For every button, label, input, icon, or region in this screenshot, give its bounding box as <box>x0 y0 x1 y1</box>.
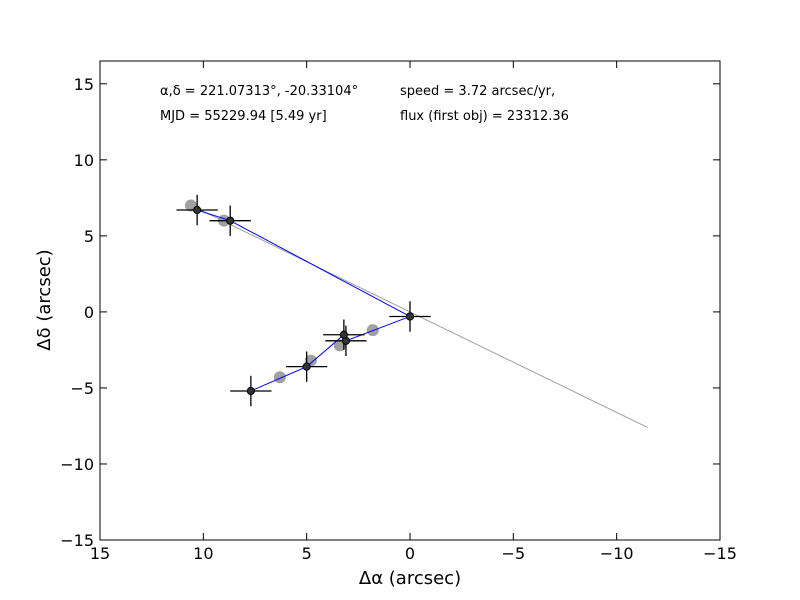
measurement-point <box>193 205 202 215</box>
plot-background <box>100 61 720 540</box>
measurement-point <box>339 330 348 339</box>
x-axis-label: Δα (arcsec) <box>359 568 461 589</box>
plot-content <box>176 194 648 428</box>
measurement-point <box>405 312 415 321</box>
x-tick-label: −15 <box>703 544 737 563</box>
model-position-marker <box>273 371 286 384</box>
y-tick-label: −10 <box>60 455 94 474</box>
annotation-coords: α,δ = 221.07313°, -20.33104° <box>160 84 358 99</box>
x-tick-label: 10 <box>193 544 213 563</box>
measurement-point <box>246 386 255 396</box>
y-tick-label: 10 <box>74 151 94 170</box>
measurement-point <box>226 216 235 225</box>
measurement-point <box>302 362 311 371</box>
x-tick-label: 0 <box>405 544 415 563</box>
y-tick-label: 5 <box>84 227 94 246</box>
x-tick-label: −5 <box>502 544 526 563</box>
y-tick-label: −5 <box>70 379 94 398</box>
annotation-mjd: MJD = 55229.94 [5.49 yr] <box>160 109 327 124</box>
x-tick-label: −10 <box>600 544 634 563</box>
x-tick-label: 15 <box>90 544 110 563</box>
y-tick-label: 0 <box>84 303 94 322</box>
annotation-flux: flux (first obj) = 23312.36 <box>400 109 569 124</box>
y-tick-label: 15 <box>74 75 94 94</box>
x-tick-label: 5 <box>302 544 312 563</box>
annotation-speed: speed = 3.72 arcsec/yr, <box>400 84 555 99</box>
axis-ticks: 15 10 5 0 −5 −10 −15 −15 −10 −5 0 5 10 15 <box>60 61 737 563</box>
y-tick-label: −15 <box>60 531 94 550</box>
y-axis-label: Δδ (arcsec) <box>34 249 55 350</box>
